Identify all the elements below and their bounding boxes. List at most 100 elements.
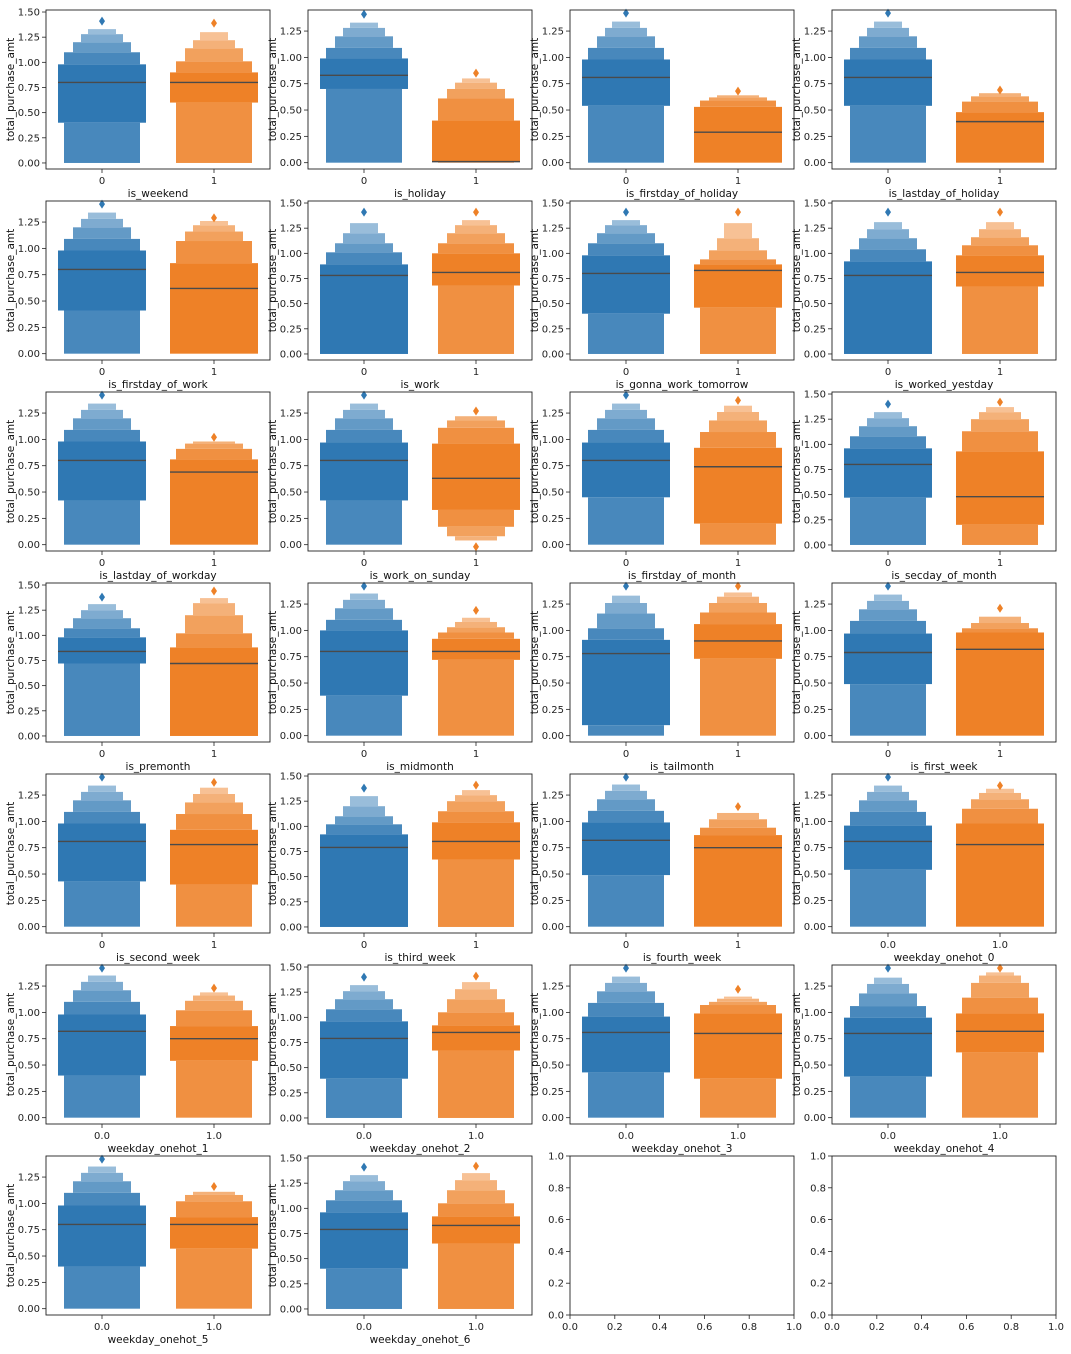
x-axis-label: weekday_onehot_3 [632, 1143, 733, 1155]
y-tick-label: 1.25 [18, 409, 40, 420]
box-level-lower [447, 526, 505, 537]
boxen-group-1 [694, 395, 782, 545]
outlier-point [361, 1162, 367, 1172]
box-level-upper [455, 989, 497, 1000]
box-level-upper [874, 594, 902, 601]
axes-frame [307, 1155, 533, 1316]
boxen-group-0 [320, 1162, 408, 1309]
x-tick-label: 0.0 [880, 940, 896, 951]
box-level-upper [597, 799, 655, 811]
boxen-group-0 [582, 8, 670, 163]
box-level-upper [185, 231, 243, 242]
box-level-upper [200, 992, 228, 996]
y-tick-label: 1.50 [804, 390, 826, 401]
outlier-point [735, 86, 741, 96]
y-tick-label: 0.25 [804, 132, 826, 143]
x-tick-label: 1.0 [468, 1322, 484, 1333]
box-level-upper [717, 95, 759, 98]
box-level-upper [874, 977, 902, 984]
box-iqr [170, 72, 258, 103]
x-tick-label: 1 [211, 367, 217, 378]
outlier-point [361, 207, 367, 217]
outlier-point [361, 581, 367, 591]
y-tick-label: 0.50 [804, 490, 826, 501]
x-tick-label: 1.0 [786, 1322, 802, 1333]
y-tick-label: 1.50 [18, 8, 40, 19]
x-axis-label: is_premonth [126, 761, 191, 773]
y-tick-label: 0.00 [804, 158, 826, 169]
outlier-point [99, 592, 105, 602]
boxen-group-0 [58, 16, 146, 163]
boxen-group-1 [170, 213, 258, 354]
y-tick-label: 1.25 [804, 600, 826, 611]
box-level-upper [859, 36, 917, 48]
y-tick-label: 0.75 [18, 1225, 40, 1236]
box-level-upper [176, 448, 252, 460]
box-iqr [694, 447, 782, 524]
box-level-upper [335, 1190, 393, 1201]
y-tick-label: 0.50 [542, 1061, 564, 1072]
boxen-group-0 [320, 972, 408, 1118]
box-level-lower [700, 1078, 776, 1118]
x-tick-label: 0.0 [880, 1131, 896, 1142]
box-level-lower [438, 1050, 514, 1118]
box-level-upper [343, 27, 385, 37]
box-iqr [956, 823, 1044, 927]
y-tick-label: 1.00 [18, 1199, 40, 1210]
box-level-upper [64, 1001, 140, 1015]
x-tick-label: 0 [99, 940, 105, 951]
x-axis-label: is_worked_yestday [895, 379, 994, 391]
axes-frame [569, 1155, 795, 1316]
box-iqr [432, 120, 520, 162]
x-tick-label: 0 [623, 940, 629, 951]
x-tick-label: 0.6 [958, 1322, 974, 1333]
boxen-group-1 [170, 983, 258, 1118]
box-level-lower [850, 497, 926, 545]
y-tick-label: 0.00 [542, 349, 564, 360]
y-tick-label: 1.50 [18, 581, 40, 592]
box-level-lower [326, 1268, 402, 1309]
box-level-upper [343, 409, 385, 419]
boxen-group-0 [58, 1154, 146, 1309]
y-tick-label: 0.25 [804, 705, 826, 716]
box-level-upper [185, 1000, 243, 1011]
y-tick-label: 0.50 [542, 488, 564, 499]
outlier-point [473, 780, 479, 790]
box-level-upper [73, 418, 131, 430]
y-tick-label: 0.00 [280, 922, 302, 933]
box-level-lower [326, 695, 402, 736]
y-tick-label: 0.2 [810, 1279, 826, 1290]
box-level-upper [859, 609, 917, 621]
boxen-group-1 [432, 971, 520, 1118]
boxen-group-0 [582, 581, 670, 736]
y-tick-label: 0.2 [548, 1279, 564, 1290]
box-level-upper [73, 227, 131, 239]
x-axis-label: is_tailmonth [650, 761, 714, 773]
y-tick-label: 0.50 [280, 1254, 302, 1265]
box-level-upper [438, 811, 514, 823]
axes-frame [831, 9, 1057, 170]
x-tick-label: 1.0 [206, 1322, 222, 1333]
box-level-upper [326, 1009, 402, 1022]
x-tick-label: 1 [735, 749, 741, 760]
box-level-upper [455, 82, 497, 89]
y-tick-label: 0.00 [18, 922, 40, 933]
box-level-upper [867, 791, 909, 801]
box-level-lower [588, 497, 664, 545]
outlier-point [211, 1182, 217, 1192]
y-tick-label: 1.00 [804, 817, 826, 828]
y-tick-label: 1.00 [804, 440, 826, 451]
box-level-upper [979, 792, 1021, 800]
box-level-upper [962, 808, 1038, 824]
box-level-lower [438, 859, 514, 927]
box-level-upper [88, 212, 116, 219]
box-level-upper [81, 981, 123, 991]
x-axis-label: is_third_week [385, 952, 457, 964]
y-tick-label: 0.75 [804, 79, 826, 90]
box-level-upper [447, 801, 505, 812]
box-level-upper [64, 1192, 140, 1206]
y-tick-label: 0.75 [280, 847, 302, 858]
box-iqr [432, 1216, 520, 1244]
y-tick-label: 1.25 [804, 27, 826, 38]
subplot-21: 0.00 0.25 0.50 0.75 1.00 1.25 0.0 1.0weekday_on… [5, 963, 271, 1155]
